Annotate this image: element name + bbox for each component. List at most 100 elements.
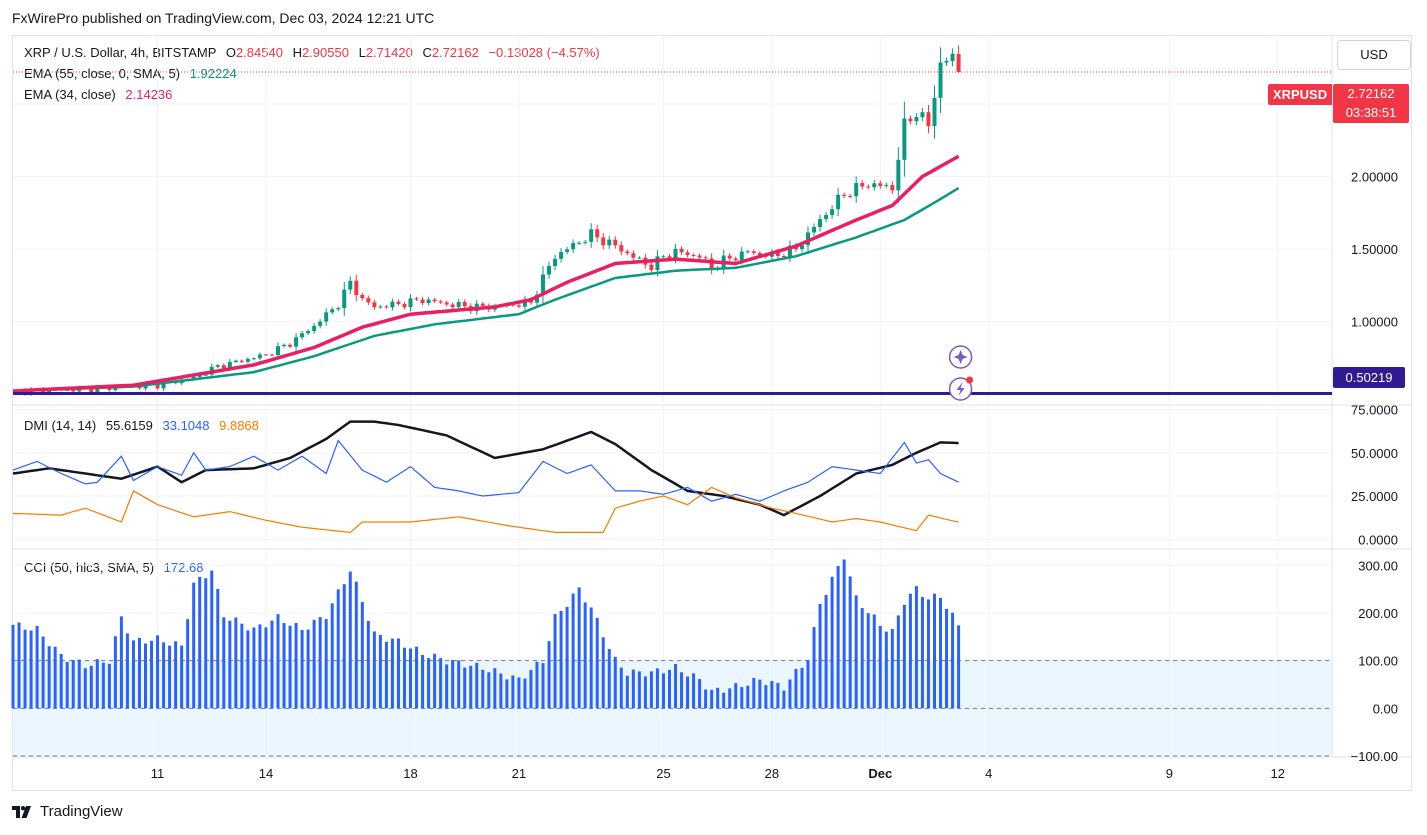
candle-body: [577, 242, 582, 244]
candle-body: [878, 183, 883, 186]
candle-body: [191, 376, 196, 380]
candle-body: [601, 237, 606, 246]
dmi-plus-line: [12, 439, 959, 502]
time-tick-label: Dec: [868, 766, 892, 781]
cci-bar: [71, 660, 75, 709]
cci-bar: [523, 678, 527, 709]
cci-bar: [957, 625, 961, 709]
symbol-title[interactable]: XRP / U.S. Dollar, 4h, BITSTAMP: [24, 45, 217, 60]
cci-bar: [866, 613, 870, 709]
candle-body: [245, 359, 250, 362]
candle-body: [300, 333, 305, 338]
cci-bar: [619, 667, 623, 709]
price-axis-tick-label: 1.00000: [1351, 314, 1398, 329]
cci-bar: [174, 641, 178, 709]
candle-body: [685, 252, 690, 255]
cci-bar: [439, 658, 443, 709]
low-label: L: [358, 45, 366, 60]
candle-body: [95, 387, 100, 392]
cci-bar: [23, 629, 27, 709]
cci-axis-tick-label: 100.00: [1358, 654, 1398, 669]
cci-bar: [848, 576, 852, 709]
cci-bar: [908, 593, 912, 709]
currency-button[interactable]: USD: [1337, 40, 1411, 70]
cci-bar: [451, 660, 455, 709]
high-label: H: [292, 45, 302, 60]
candle-body: [414, 298, 419, 300]
cci-bar: [890, 628, 894, 709]
low-value: 2.71420: [365, 45, 413, 60]
candle-body: [806, 232, 811, 246]
cci-bar: [812, 627, 816, 709]
cci-bar: [541, 663, 545, 709]
candle-body: [818, 219, 823, 228]
cci-bar: [421, 654, 425, 709]
candle-body: [372, 302, 377, 308]
cci-bar: [445, 664, 449, 709]
cci-bar: [330, 603, 334, 709]
candle-body: [697, 255, 702, 258]
candle-body: [71, 389, 76, 392]
cci-bar: [59, 654, 63, 709]
change-value: −0.13028 (−4.57%): [488, 45, 600, 60]
cci-bar: [667, 669, 671, 709]
cci-bar: [788, 679, 792, 709]
cci-bar: [324, 619, 328, 709]
candle-body: [113, 387, 118, 391]
cci-bar: [842, 559, 846, 709]
cci-bar: [920, 597, 924, 709]
tradingview-logo[interactable]: TradingView: [12, 803, 123, 820]
candle-body: [842, 194, 847, 196]
cci-bar: [131, 640, 135, 709]
candle-body: [342, 289, 347, 309]
cci-legend[interactable]: CCI (50, hlc3, SMA, 5) 172.68: [24, 560, 203, 575]
time-tick-label: 12: [1271, 766, 1285, 781]
candle-body: [595, 229, 600, 238]
ema34-legend[interactable]: EMA (34, close) 2.14236: [24, 87, 172, 102]
candle-body: [944, 60, 949, 63]
cci-bar: [830, 576, 834, 709]
ema55-legend[interactable]: EMA (55, close, 0, SMA, 5) 1.92224: [24, 66, 237, 81]
main-legend-line1: XRP / U.S. Dollar, 4h, BITSTAMP O2.84540…: [24, 45, 600, 60]
cci-bar: [806, 660, 810, 709]
candle-body: [312, 325, 317, 332]
candle-body: [408, 298, 413, 308]
cci-axis-tick-label: 0.00: [1373, 701, 1398, 716]
cci-bar: [402, 647, 406, 709]
cci-bar: [113, 636, 117, 709]
cci-bar: [282, 623, 286, 709]
footer-brand-text: TradingView: [40, 803, 123, 820]
candle-body: [294, 337, 299, 347]
cci-bar: [270, 620, 274, 709]
candle-body: [426, 299, 431, 304]
cci-bar: [336, 589, 340, 709]
cci-bar: [746, 685, 750, 709]
cci-bar: [35, 625, 39, 709]
tradingview-logo-icon: [12, 805, 31, 818]
cci-bar: [854, 595, 858, 709]
cci-bar: [758, 679, 762, 709]
ai-sparkle-icon: [953, 350, 968, 364]
candle-body: [866, 186, 871, 188]
candle-body: [522, 299, 527, 307]
publisher-caption: FxWirePro published on TradingView.com, …: [12, 10, 435, 26]
close-value: 2.72162: [431, 45, 479, 60]
candle-body: [914, 117, 919, 122]
cci-bar: [896, 615, 900, 709]
cci-bar: [366, 620, 370, 709]
cci-bar: [240, 623, 244, 709]
last-price-box: 2.72162 03:38:51: [1333, 84, 1409, 123]
candle-body: [462, 301, 467, 307]
candle-body: [655, 256, 660, 271]
candle-body: [775, 251, 780, 257]
cci-bar: [47, 646, 51, 709]
cci-bar: [643, 676, 647, 709]
close-label: C: [422, 45, 432, 60]
cci-bar: [577, 587, 581, 709]
time-tick-label: 14: [259, 766, 273, 781]
cci-label: CCI (50, hlc3, SMA, 5): [24, 560, 155, 575]
dmi-legend[interactable]: DMI (14, 14) 55.6159 33.1048 9.8868: [24, 418, 259, 433]
cci-bar: [409, 648, 413, 709]
candle-body: [739, 251, 744, 261]
